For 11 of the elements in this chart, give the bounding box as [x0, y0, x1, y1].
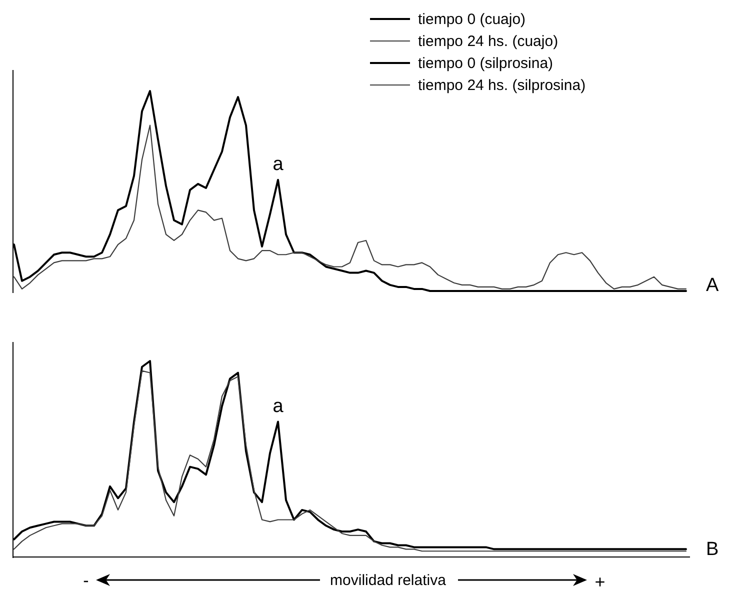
legend-label: tiempo 24 hs. (silprosina): [418, 77, 586, 94]
x-axis-title: movilidad relativa: [330, 572, 447, 589]
legend-label: tiempo 0 (silprosina): [418, 55, 554, 72]
annotation: a: [272, 154, 284, 175]
legend-label: tiempo 24 hs. (cuajo): [418, 33, 558, 50]
text: B: [706, 539, 719, 560]
text: A: [706, 275, 719, 296]
legend-label: tiempo 0 (cuajo): [418, 11, 526, 28]
text: +: [594, 572, 606, 592]
annotation: a: [272, 396, 284, 417]
text: -: [83, 571, 89, 590]
